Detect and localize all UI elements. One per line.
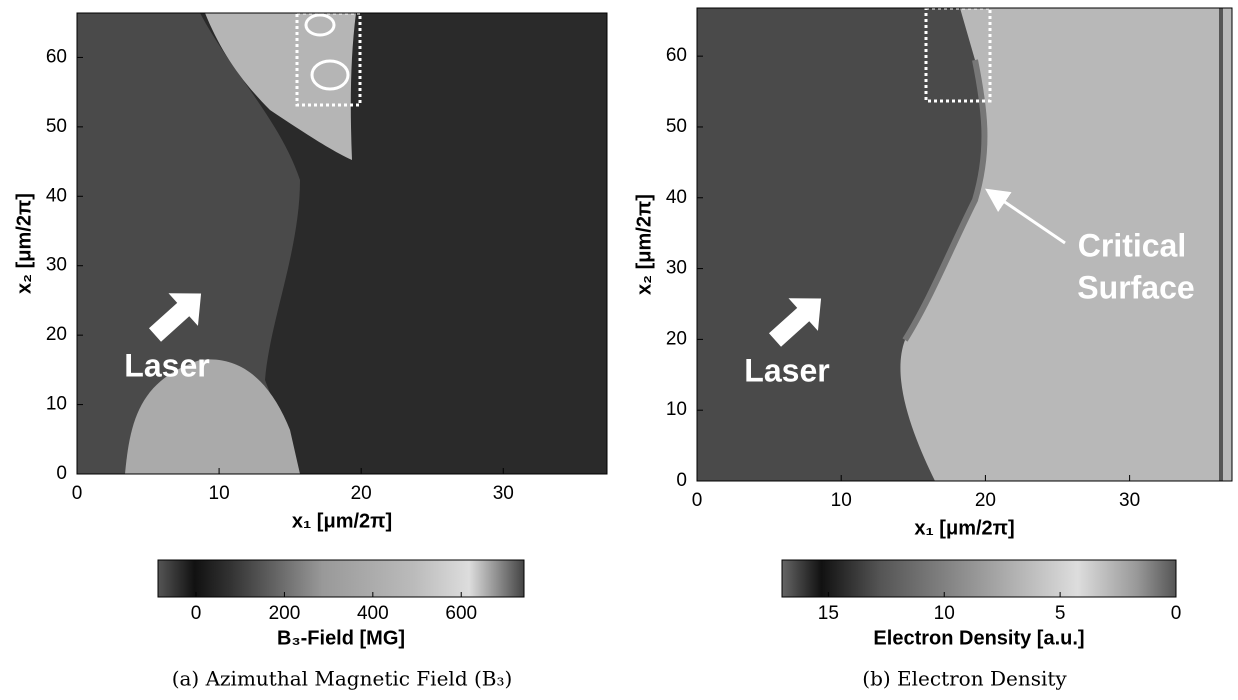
- colorbar-label: Electron Density [a.u.]: [873, 627, 1084, 649]
- annotation: Laser: [744, 352, 829, 388]
- colorbar-tick-label: 200: [269, 603, 301, 624]
- y-tick-label: 20: [46, 324, 67, 345]
- caption: (b) Electron Density: [862, 667, 1067, 691]
- y-tick-label: 0: [56, 463, 67, 484]
- colorbar-tick-label: 0: [191, 603, 202, 624]
- y-tick-label: 40: [46, 185, 67, 206]
- colorbar-b: [782, 560, 1176, 597]
- figure: 01020300102030405060x₁ [μm/2π]x₂ [μm/2π]…: [0, 0, 1238, 695]
- x-tick-label: 0: [72, 483, 83, 504]
- colorbar-tick-label: 10: [934, 603, 955, 624]
- y-tick-label: 40: [666, 187, 687, 208]
- colorbar-tick-label: 15: [818, 603, 839, 624]
- y-axis-label: x₂ [μm/2π]: [13, 193, 35, 294]
- y-axis-label: x₂ [μm/2π]: [633, 194, 655, 295]
- colorbar-tick-label: 5: [1055, 603, 1066, 624]
- y-tick-label: 50: [666, 116, 687, 137]
- x-tick-label: 30: [1119, 490, 1140, 511]
- y-tick-label: 0: [676, 470, 687, 491]
- y-tick-label: 10: [46, 394, 67, 415]
- y-tick-label: 20: [666, 328, 687, 349]
- y-tick-label: 30: [666, 258, 687, 279]
- annotation: Critical: [1078, 227, 1186, 263]
- annotation: Surface: [1077, 269, 1194, 305]
- field-image-a: [77, 13, 607, 474]
- colorbar-label: B₃-Field [MG]: [277, 627, 405, 649]
- x-tick-label: 20: [975, 490, 996, 511]
- x-tick-label: 30: [493, 483, 514, 504]
- y-tick-label: 10: [666, 399, 687, 420]
- colorbar-tick-label: 0: [1171, 603, 1182, 624]
- y-tick-label: 60: [46, 46, 67, 67]
- y-tick-label: 60: [666, 45, 687, 66]
- y-tick-label: 30: [46, 255, 67, 276]
- colorbar-a: [158, 560, 524, 597]
- colorbar-tick-label: 600: [445, 603, 477, 624]
- caption: (a) Azimuthal Magnetic Field (B₃): [172, 667, 513, 691]
- x-axis-label: x₁ [μm/2π]: [292, 510, 392, 532]
- y-tick-label: 50: [46, 116, 67, 137]
- x-tick-label: 20: [351, 483, 372, 504]
- colorbar-tick-label: 400: [357, 603, 389, 624]
- x-axis-label: x₁ [μm/2π]: [914, 517, 1014, 539]
- x-tick-label: 0: [692, 490, 703, 511]
- x-tick-label: 10: [831, 490, 852, 511]
- annotation: Laser: [124, 347, 209, 383]
- x-tick-label: 10: [209, 483, 230, 504]
